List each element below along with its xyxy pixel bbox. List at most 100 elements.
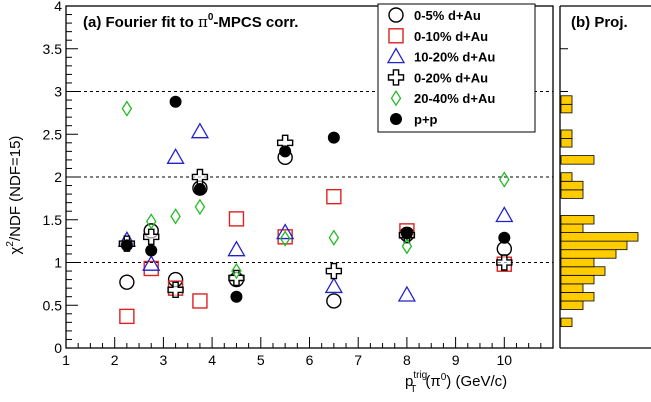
data-point-open-cross (167, 281, 184, 299)
histogram-bar (560, 266, 606, 276)
data-point-filled-circle (145, 244, 158, 257)
x-tick-label: 1 (62, 352, 70, 368)
x-tick-label: 2 (111, 352, 119, 368)
histogram-bar (560, 292, 595, 302)
legend-label: 10-20% d+Au (414, 50, 495, 65)
histogram-bar (560, 215, 595, 225)
main-panel-title-prefix: (a) Fourier fit to (83, 14, 198, 31)
data-point-open-cross (143, 228, 160, 246)
data-point-open-triangle (166, 148, 185, 164)
data-point-open-diamond (328, 229, 340, 246)
data-point-filled-circle (193, 182, 206, 195)
data-point-open-diamond (499, 171, 510, 188)
data-point-open-circle (326, 293, 342, 309)
histogram-bar (560, 180, 584, 191)
axis-ticks (65, 5, 542, 349)
main-panel-title-suffix: -MPCS corr. (213, 14, 298, 31)
y-tick-label: 4 (54, 0, 62, 14)
histogram-bar (560, 189, 584, 199)
data-point-open-diamond (231, 262, 242, 280)
x-tick-label: 4 (208, 352, 216, 368)
data-points (117, 95, 514, 325)
legend-marker-open-diamond (390, 89, 402, 107)
x-axis-label: ptrig T (π0) (GeV/c) (405, 370, 507, 395)
data-point-open-square (326, 188, 342, 205)
histogram-bar (560, 317, 573, 328)
histogram-bar (560, 283, 584, 293)
legend-label: 0-20% d+Au (414, 70, 488, 85)
data-point-open-triangle (495, 206, 514, 223)
data-point-open-diamond (121, 100, 133, 117)
data-point-open-cross (496, 254, 513, 271)
data-point-filled-circle (327, 131, 340, 144)
histogram-bar (560, 274, 595, 285)
x-tick-label: 6 (306, 352, 314, 368)
legend-label: 0-5% d+Au (414, 8, 481, 23)
data-point-open-triangle (276, 223, 295, 240)
data-point-open-diamond (170, 208, 181, 225)
histogram-bar (560, 172, 573, 182)
data-point-filled-circle (400, 227, 413, 240)
legend-marker-open-circle (388, 7, 404, 23)
series-open-diamond (121, 100, 510, 280)
histogram-bar (560, 155, 595, 165)
main-panel-title-pi: π (198, 13, 208, 31)
y-tick-label: 2 (54, 169, 62, 185)
main-panel-title-sup: 0 (208, 12, 214, 23)
legend-marker-open-triangle (386, 47, 406, 64)
histogram-bar (560, 129, 573, 139)
data-point-open-diamond (194, 198, 206, 216)
projection-histogram (559, 5, 651, 349)
data-point-open-triangle (397, 285, 417, 302)
data-point-open-diamond (279, 230, 291, 247)
data-point-filled-circle (279, 145, 292, 158)
proj-panel-title: (b) Proj. (571, 14, 628, 31)
x-tick-label: 8 (403, 352, 411, 368)
legend-label: p+p (414, 112, 438, 127)
histogram-bar (560, 138, 573, 148)
histogram-bar (560, 232, 639, 242)
y-tick-label: 3 (54, 84, 62, 100)
histogram-bar (560, 223, 584, 233)
data-point-filled-circle (169, 95, 182, 108)
data-point-open-triangle (142, 254, 161, 271)
data-point-open-square (119, 308, 135, 325)
data-point-open-circle (119, 274, 135, 290)
histogram-bar (560, 249, 617, 259)
legend-box (377, 3, 536, 133)
series-open-triangle (117, 122, 514, 302)
x-tick-label: 10 (497, 352, 513, 368)
axis-tick-labels: 1 2 3 4 5 6 7 8 9 10 0 0.5 1 1.5 2 2.5 3 3.5 4 (43, 0, 513, 368)
legend-marker-open-square (388, 28, 404, 44)
data-point-filled-circle (230, 290, 243, 303)
data-point-open-triangle (227, 240, 246, 257)
y-tick-label: 1.5 (43, 212, 63, 228)
legend: 0-5% d+Au 0-10% d+Au 10-20% d+Au 0-20% d+Au… (377, 3, 536, 133)
data-point-open-square (192, 293, 208, 309)
data-point-open-triangle (324, 277, 343, 294)
y-tick-label: 0.5 (43, 297, 63, 313)
y-tick-label: 2.5 (43, 126, 63, 142)
histogram-bar (560, 240, 628, 251)
legend-label: 0-10% d+Au (414, 29, 488, 44)
legend-label: 20-40% d+Au (414, 91, 495, 106)
legend-marker-open-cross (387, 69, 405, 86)
data-point-open-square (228, 211, 245, 227)
data-point-filled-circle (498, 231, 511, 244)
histogram-bar (560, 95, 573, 105)
data-point-open-cross (325, 262, 343, 280)
legend-marker-filled-circle (390, 113, 402, 125)
histogram-bar (560, 257, 595, 268)
data-point-open-diamond (401, 238, 413, 255)
histogram-bar (560, 300, 584, 310)
histogram-bar (560, 103, 573, 114)
main-panel-title: (a) Fourier fit to π0-MPCS corr. (83, 12, 298, 31)
x-tick-label: 7 (354, 352, 362, 368)
data-point-open-triangle (190, 122, 210, 139)
y-axis-label: χ2/NDF (NDF=15) (5, 136, 24, 255)
data-point-filled-circle (120, 239, 133, 252)
data-point-open-diamond (145, 213, 157, 230)
y-tick-label: 1 (54, 255, 62, 271)
